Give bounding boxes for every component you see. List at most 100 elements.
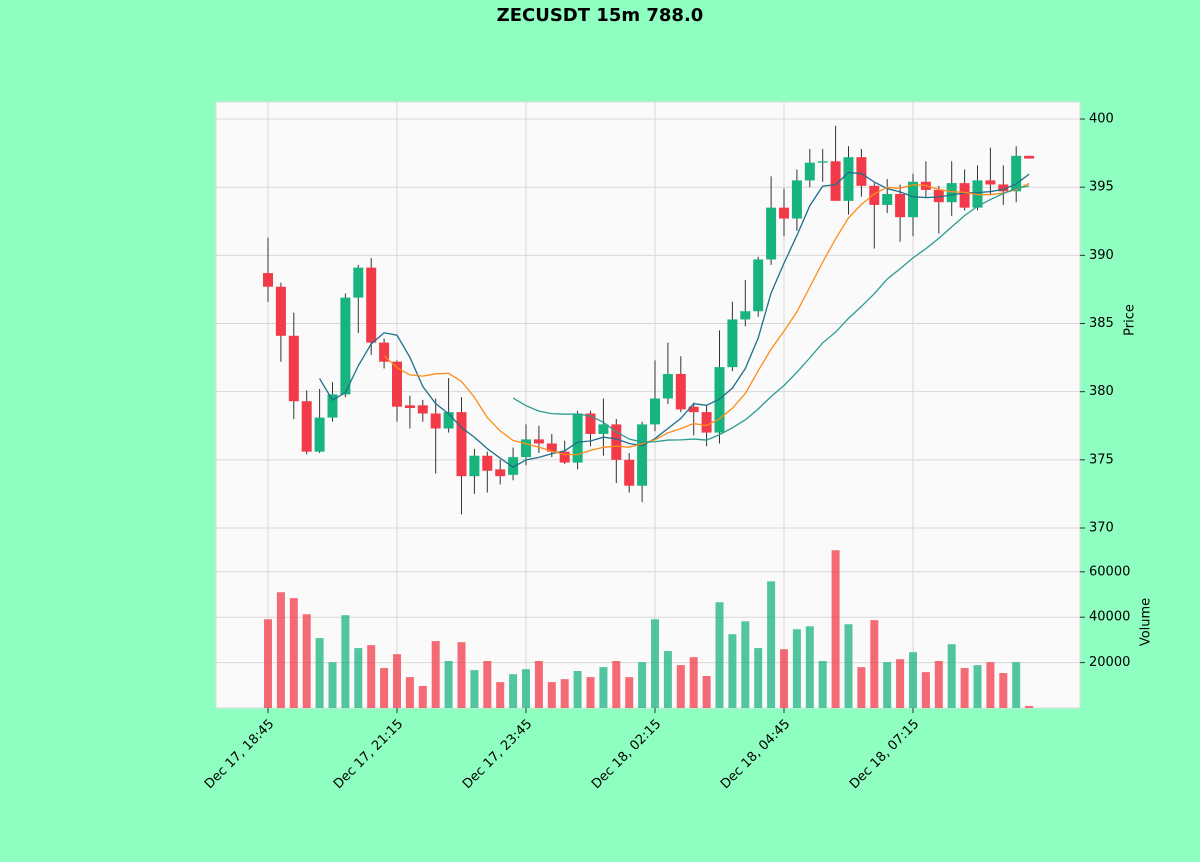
volume-tick-label: 20000 [1089, 655, 1130, 670]
candle-body [933, 189, 944, 203]
volume-bar [625, 677, 634, 708]
candle-body [598, 424, 609, 434]
candle-body [637, 424, 648, 486]
candle-body [275, 286, 286, 336]
candle-body [495, 469, 506, 477]
volume-bar [509, 674, 518, 708]
volume-bar [289, 598, 298, 708]
volume-bar [676, 665, 685, 708]
volume-bar [264, 619, 272, 708]
candle-body [585, 413, 596, 434]
chart-title: ZECUSDT 15m 788.0 [497, 5, 704, 26]
volume-bar [921, 672, 930, 708]
volume-bar [483, 661, 492, 708]
candle-body [908, 181, 918, 218]
candle-body [804, 162, 815, 181]
candle-body [714, 367, 725, 433]
candle-body [650, 398, 660, 425]
y-tick-label: 395 [1089, 180, 1114, 195]
volume-bar [638, 662, 647, 708]
x-tick-label: Dec 18, 02:15 [589, 717, 664, 792]
candle-body [688, 406, 699, 413]
volume-bar [276, 592, 285, 708]
candle-body [379, 342, 390, 362]
plot-area [215, 101, 1081, 709]
volume-bar [431, 641, 440, 708]
candle-body [533, 439, 544, 444]
candle-body [753, 259, 764, 312]
volume-axis-label: Volume [1139, 598, 1154, 646]
volume-bar [960, 668, 969, 708]
candle-body [959, 183, 970, 208]
candle-body [1011, 155, 1022, 192]
candle-body [985, 180, 996, 185]
volume-bar [328, 662, 337, 708]
candle-body [817, 161, 828, 163]
volume-bar [341, 615, 350, 708]
volume-bar [973, 665, 982, 708]
candle-body [482, 455, 493, 471]
candle-body [546, 443, 557, 452]
moving-average [512, 185, 1030, 443]
volume-bar [780, 649, 788, 708]
volume-bar [367, 645, 376, 708]
volume-bar [1012, 662, 1021, 708]
candle-body [972, 180, 983, 208]
volume-bar [612, 661, 621, 708]
candle-body [469, 455, 480, 477]
volume-bar [883, 662, 892, 708]
volume-bar [522, 669, 530, 708]
volume-bar [870, 620, 879, 708]
candle-body [559, 451, 570, 463]
volume-bar [767, 581, 776, 708]
y-tick-label: 385 [1089, 316, 1114, 331]
candle-body [882, 194, 893, 205]
volume-bar [934, 661, 943, 708]
volume-bar [599, 667, 608, 708]
volume-bar [986, 662, 995, 708]
candle-body [340, 297, 351, 395]
volume-bar [1025, 705, 1034, 708]
volume-bar [573, 671, 582, 708]
candle-body [301, 401, 312, 452]
volume-bar [999, 673, 1008, 708]
candle-body [288, 335, 299, 402]
volume-bar [534, 661, 543, 708]
x-tick-label: Dec 17, 21:15 [331, 717, 406, 792]
volume-bar [728, 634, 737, 708]
candle-body [662, 373, 673, 399]
moving-average [319, 171, 1030, 468]
volume-bar [547, 682, 556, 708]
volume-bar [418, 685, 427, 708]
volume-bar [818, 661, 827, 708]
volume-bar [586, 677, 595, 708]
candle-body [572, 413, 583, 463]
volume-bar [689, 657, 698, 708]
candle-body [740, 311, 751, 320]
candle-body [430, 413, 441, 429]
x-tick-label: Dec 18, 04:45 [718, 717, 793, 792]
volume-bar [302, 614, 311, 708]
volume-bar [380, 668, 389, 708]
volume-bar [896, 659, 905, 708]
candle-body [417, 405, 428, 414]
volume-bar [754, 648, 763, 708]
x-tick-label: Dec 17, 23:45 [460, 717, 535, 792]
candle-body [366, 267, 377, 343]
y-tick-label: 375 [1089, 452, 1114, 467]
candle-body [508, 457, 519, 475]
volume-tick-label: 40000 [1089, 610, 1130, 625]
candle-body [701, 412, 712, 433]
x-tick-label: Dec 17, 18:45 [202, 717, 277, 792]
candle-body [353, 267, 364, 298]
volume-bar [444, 661, 453, 708]
volume-bar [909, 652, 917, 708]
candle-body [675, 373, 686, 410]
candle-body [314, 417, 325, 452]
candle-body [856, 157, 867, 186]
candle-body [456, 412, 467, 477]
volume-bar [315, 638, 324, 708]
volume-bar [663, 651, 672, 708]
moving-average [383, 182, 1030, 456]
